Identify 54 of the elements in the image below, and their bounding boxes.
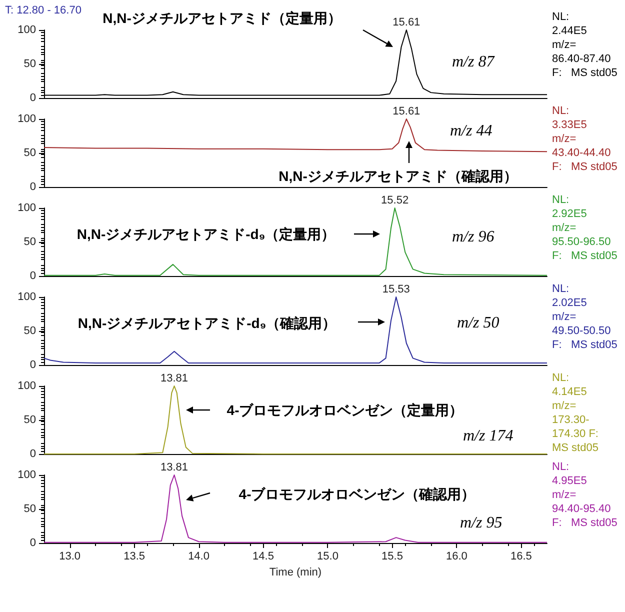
y-tick-label: 0 — [30, 448, 36, 460]
y-tick-label: 0 — [30, 537, 36, 549]
line-series — [44, 296, 548, 364]
text: N,N-ジメチルアセトアミド（定量用） — [102, 10, 342, 26]
annotation: N,N-ジメチルアセトアミド（確認用） — [278, 168, 518, 184]
y-tick-label: 100 — [18, 291, 36, 303]
text: NL: 2.92E5 m/z= 95.50-96.50 F: MS std05 — [552, 194, 618, 262]
y-tick-label: 50 — [24, 503, 36, 515]
x-tick-label: 13.0 — [59, 550, 81, 562]
y-tick-label: 100 — [18, 113, 36, 125]
text: NL: 4.14E5 m/z= 173.30- 174.30 F: MS std05 — [552, 372, 598, 454]
y-tick-label: 0 — [30, 181, 36, 193]
annotation: m/z 44 — [450, 122, 492, 140]
text: NL: 3.33E5 m/z= 43.40-44.40 F: MS std05 — [552, 105, 618, 173]
annotation: 15.61 — [392, 16, 420, 28]
y-tick-label: 50 — [24, 58, 36, 70]
annotation: 15.61 — [392, 106, 420, 118]
y-tick-label: 50 — [24, 325, 36, 337]
x-tick-label: 14.0 — [188, 550, 210, 562]
x-axis-title: Time (min) — [269, 566, 322, 578]
y-tick-label: 0 — [30, 270, 36, 282]
y-tick-label: 100 — [18, 24, 36, 36]
text: NL: 2.44E5 m/z= 86.40-87.40 F: MS std05 — [552, 11, 618, 79]
annotation: m/z 87 — [452, 54, 496, 70]
text: NL: 2.02E5 m/z= 49.50-50.50 F: MS std05 — [552, 283, 618, 351]
y-tick-label: 0 — [30, 92, 36, 104]
line-series — [44, 118, 548, 152]
annotation: 4-ブロモフルオロベンゼン（定量用） — [226, 402, 464, 418]
y-tick-label: 50 — [24, 147, 36, 159]
y-tick-label: 0 — [30, 359, 36, 371]
x-tick-label: 15.0 — [317, 550, 338, 562]
annotation: 15.53 — [382, 284, 410, 296]
x-tick-label: 15.5 — [382, 550, 403, 562]
annotation: 4-ブロモフルオロベンゼン（確認用） — [238, 486, 476, 502]
x-tick-label: 16.5 — [510, 550, 532, 562]
x-tick-label: 13.5 — [124, 550, 145, 562]
annotation: m/z 50 — [457, 314, 500, 332]
annotation: 13.81 — [160, 462, 188, 474]
annotation: N,N-ジメチルアセトアミド-d₉（定量用） — [76, 226, 336, 242]
x-tick-label: 16.0 — [446, 550, 468, 562]
y-tick-label: 100 — [18, 202, 36, 214]
y-tick-label: 50 — [24, 414, 36, 426]
annotation: 15.52 — [381, 194, 409, 206]
annotation: N,N-ジメチルアセトアミド-d₉（確認用） — [78, 315, 336, 331]
y-tick-label: 50 — [24, 236, 36, 248]
annotation: m/z 95 — [460, 514, 502, 532]
y-tick-label: 100 — [18, 469, 36, 481]
chart-title: T: 12.80 - 16.70 — [5, 4, 82, 16]
text: NL: 4.95E5 m/z= 94.40-95.40 F: MS std05 — [552, 461, 618, 529]
annotation: m/z 96 — [452, 228, 494, 246]
annotation: 13.81 — [160, 372, 188, 384]
y-tick-label: 100 — [18, 380, 36, 392]
x-tick-label: 14.5 — [252, 550, 274, 562]
annotation: m/z 174 — [463, 428, 514, 444]
